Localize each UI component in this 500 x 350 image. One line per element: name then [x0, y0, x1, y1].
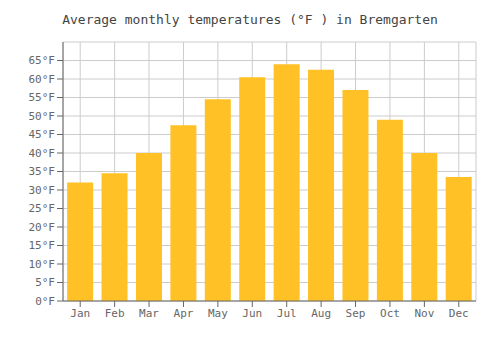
svg-text:Jun: Jun [242, 307, 262, 320]
svg-text:25°F: 25°F [29, 202, 56, 215]
svg-text:35°F: 35°F [29, 165, 56, 178]
svg-text:Dec: Dec [449, 307, 469, 320]
svg-text:Apr: Apr [174, 307, 194, 320]
html-text:Average monthly temperatures (: Average monthly temperatures (°F ) in Br… [62, 12, 438, 27]
svg-text:40°F: 40°F [29, 147, 56, 160]
svg-text:Jan: Jan [70, 307, 90, 320]
svg-text:15°F: 15°F [29, 239, 56, 252]
svg-text:45°F: 45°F [29, 128, 56, 141]
svg-text:50°F: 50°F [29, 110, 56, 123]
svg-text:55°F: 55°F [29, 91, 56, 104]
svg-text:5°F: 5°F [35, 276, 55, 289]
svg-text:May: May [208, 307, 228, 320]
svg-text:30°F: 30°F [29, 184, 56, 197]
svg-text:65°F: 65°F [29, 54, 56, 67]
svg-text:Aug: Aug [311, 307, 331, 320]
svg-text:Sep: Sep [346, 307, 366, 320]
svg-text:Oct: Oct [380, 307, 400, 320]
svg-text:Mar: Mar [139, 307, 159, 320]
svg-text:Nov: Nov [414, 307, 434, 320]
svg-text:10°F: 10°F [29, 258, 56, 271]
svg-text:60°F: 60°F [29, 73, 56, 86]
svg-text:Feb: Feb [105, 307, 125, 320]
svg-text:0°F: 0°F [35, 295, 55, 308]
svg-text:20°F: 20°F [29, 221, 56, 234]
svg-text:Jul: Jul [277, 307, 297, 320]
